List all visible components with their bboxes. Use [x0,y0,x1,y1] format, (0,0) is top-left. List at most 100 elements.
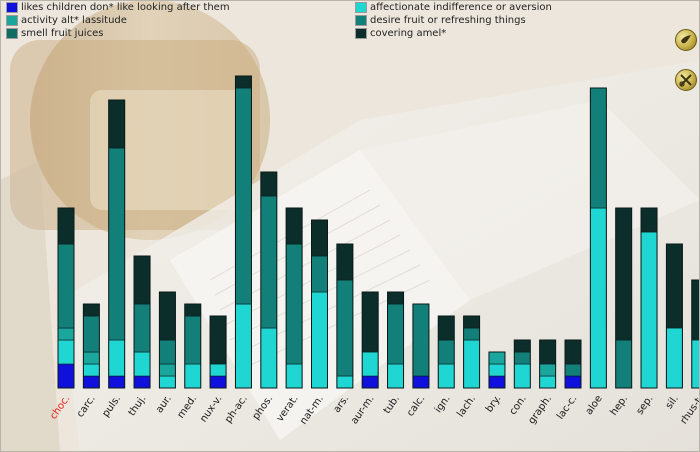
bar-segment [539,339,556,365]
x-tick-label[interactable]: med. [176,393,200,420]
x-tick-label[interactable]: nat-m. [298,393,326,426]
bar-segment [285,363,303,389]
x-tick-label[interactable]: ars. [332,393,352,415]
bar-segment [159,339,176,365]
x-tick-label[interactable]: lac-c. [555,393,579,421]
legend-item: likes children don* like looking after t… [6,2,230,14]
x-tick-label[interactable]: aloe [584,393,605,417]
bar-outline [589,87,607,389]
bar-segment [640,231,658,389]
x-tick-label[interactable]: hep. [609,393,631,417]
x-tick-label[interactable]: sep. [635,393,656,416]
legend-label: covering amel* [370,28,447,39]
legend-swatch [355,28,367,39]
bar-outline [209,315,227,389]
x-tick-label[interactable]: ign. [433,393,453,415]
bar-segment [463,315,480,329]
bar-segment [83,351,100,365]
bar-segment [311,291,328,389]
bar-segment [488,375,506,389]
bar-segment [57,339,75,365]
scissors-icon-button[interactable] [675,69,697,91]
bar-segment [108,375,125,389]
bar-segment [412,303,430,377]
bar-segment [437,339,455,365]
bar-segment [83,315,100,353]
bar-segment [463,327,480,341]
x-tick-label[interactable]: choc. [48,393,72,421]
x-tick-label[interactable]: aur. [154,393,174,415]
bar-outline [260,171,278,389]
bar-segment [133,375,151,389]
x-tick-label[interactable]: verat. [275,393,301,423]
bar-segment [159,375,176,389]
bar-outline [361,291,379,389]
bar-segment [615,207,633,341]
x-tick-label[interactable]: sil. [664,393,681,411]
bar-segment [387,303,404,365]
x-tick-label[interactable]: calc. [405,393,427,418]
bar-segment [57,327,75,341]
bar-outline [640,207,658,389]
x-tick-label[interactable]: phos. [251,393,276,422]
x-tick-label[interactable]: aur-m. [349,393,377,426]
bar-segment [564,339,582,365]
bar-segment [361,291,379,353]
bar-outline [184,303,202,389]
legend-label: activity alt* lassitude [21,15,127,26]
legend-label: likes children don* like looking after t… [21,2,230,13]
bar-outline [57,207,75,389]
bar-segment [437,315,455,341]
bar-segment [666,327,683,389]
bar-segment [83,363,100,377]
bar-segment [463,339,480,389]
bar-outline [615,207,633,389]
x-tick-label[interactable]: rhus-t. [679,393,700,426]
bar-segment [387,291,404,305]
bar-outline [488,351,506,389]
legend-swatch [6,28,18,39]
x-tick-label[interactable]: graph. [526,393,554,426]
x-tick-label[interactable]: puls. [100,393,123,419]
bar-segment [513,363,531,389]
bar-outline [108,99,126,389]
bar-segment [361,375,379,389]
bar-segment [412,375,430,389]
scissors-icon [679,74,692,87]
legend-label: smell fruit juices [21,28,104,39]
legend-item: activity alt* lassitude [6,15,127,27]
legend-item: covering amel* [355,28,446,40]
x-tick-label[interactable]: nux-v. [198,393,224,424]
bar-segment [488,351,506,365]
x-tick-label[interactable]: thuj. [127,393,149,418]
bar-outline [387,291,405,389]
bar-segment [640,207,658,233]
dove-icon-button[interactable] [675,29,697,51]
bar-outline [513,339,531,389]
bar-segment [57,243,75,329]
bar-segment [437,363,455,389]
bar-segment [209,375,227,389]
x-tick-label[interactable]: lach. [455,393,478,419]
bar-segment [513,339,531,353]
x-tick-label[interactable]: ph-ac. [223,393,250,425]
legend-swatch [355,15,367,26]
bar-segment [387,363,404,389]
bar-segment [159,363,176,377]
legend-item: smell fruit juices [6,28,103,40]
bar-outline [412,303,430,389]
x-tick-label[interactable]: bry. [484,393,503,414]
legend: likes children don* like looking after t… [6,2,626,42]
bar-segment [615,339,633,389]
bar-segment [260,327,278,389]
bar-segment [666,243,683,329]
bar-segment [590,207,607,389]
bar-segment [133,255,151,305]
x-tick-label[interactable]: con. [508,393,529,417]
bar-segment [108,99,125,149]
legend-label: desire fruit or refreshing things [370,15,526,26]
x-tick-label[interactable]: tub. [382,393,402,416]
bar-segment [311,219,328,257]
bar-segment [691,279,700,341]
x-tick-label[interactable]: carc. [75,393,98,419]
